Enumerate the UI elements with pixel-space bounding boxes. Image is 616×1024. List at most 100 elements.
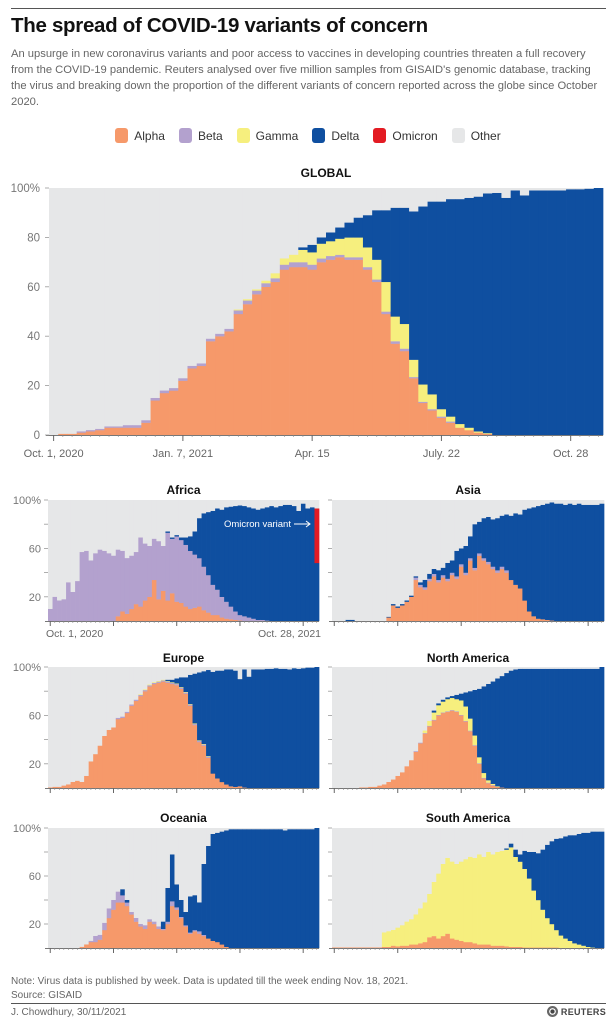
bar-delta: [395, 606, 401, 608]
bar-delta: [296, 510, 302, 622]
bar-other: [513, 828, 519, 850]
bar-other: [549, 500, 555, 503]
bar-other: [102, 500, 108, 551]
bar-other: [486, 828, 492, 852]
bar-gamma: [142, 689, 148, 691]
bar-alpha: [160, 590, 166, 622]
bar-delta: [594, 831, 600, 949]
bar-alpha: [141, 422, 151, 436]
bar-other: [477, 500, 482, 522]
bar-other: [350, 667, 356, 788]
bar-beta: [472, 567, 478, 571]
bar-other: [70, 500, 76, 592]
chart-title: North America: [427, 651, 510, 665]
bar-beta: [160, 680, 166, 682]
bar-other: [540, 500, 546, 505]
bar-delta: [427, 201, 438, 395]
bar-other: [431, 667, 437, 711]
bar-gamma: [472, 858, 478, 944]
bar-beta: [454, 711, 460, 712]
bar-alpha: [381, 313, 391, 436]
bar-other: [427, 188, 438, 202]
bar-delta: [264, 668, 270, 789]
bar-alpha: [252, 294, 262, 436]
bar-gamma: [188, 703, 193, 705]
bar-other: [124, 828, 130, 900]
bar-other: [88, 828, 94, 941]
bar-beta: [151, 538, 157, 581]
bar-alpha: [359, 947, 365, 949]
bar-delta: [282, 504, 288, 622]
bar-delta: [454, 550, 460, 577]
bar-other: [115, 667, 121, 718]
bar-alpha: [377, 785, 383, 789]
bar-other: [536, 828, 541, 854]
bar-alpha: [504, 946, 510, 949]
bar-alpha: [156, 682, 162, 789]
bar-beta: [70, 591, 76, 622]
bar-gamma: [427, 394, 438, 410]
bar-alpha: [522, 947, 528, 949]
bar-beta: [197, 740, 202, 743]
bar-alpha: [159, 393, 170, 436]
bar-gamma: [554, 930, 560, 948]
bar-alpha: [540, 947, 546, 949]
bar-other: [142, 500, 148, 544]
bar-delta: [390, 604, 396, 606]
bar-delta: [581, 832, 587, 946]
bar-other: [458, 667, 464, 694]
bar-alpha: [75, 780, 80, 789]
legend-item-gamma: Gamma: [236, 128, 298, 143]
reuters-logo-icon: [546, 1006, 558, 1017]
bar-beta: [169, 682, 175, 685]
bar-gamma: [449, 697, 455, 711]
bar-alpha: [67, 433, 78, 436]
bar-beta: [129, 704, 135, 706]
bar-other: [390, 188, 401, 208]
bar-alpha: [156, 599, 162, 622]
bar-alpha: [138, 606, 144, 622]
bar-delta: [386, 616, 392, 618]
bar-alpha: [133, 700, 139, 789]
bar-beta: [372, 279, 382, 283]
bar-alpha: [490, 945, 496, 949]
bar-delta: [298, 247, 308, 250]
bar-other: [307, 188, 318, 245]
bar-other: [196, 188, 207, 364]
bar-beta: [79, 552, 85, 622]
bar-beta: [390, 341, 401, 344]
bar-delta: [210, 834, 216, 941]
bar-other: [233, 667, 239, 671]
bar-delta: [353, 217, 364, 238]
bar-beta: [205, 338, 216, 342]
bar-other: [147, 828, 153, 920]
bar-alpha: [129, 705, 135, 789]
bar-delta: [454, 694, 460, 700]
bar-beta: [115, 717, 121, 720]
bar-other: [558, 500, 564, 504]
bar-beta: [188, 932, 193, 934]
bar-alpha: [481, 560, 487, 622]
bar-delta: [160, 921, 166, 929]
bar-alpha: [431, 936, 437, 949]
bar-gamma: [481, 772, 487, 778]
bar-other: [150, 188, 161, 398]
bar-gamma: [463, 706, 469, 722]
bar-other: [522, 500, 528, 510]
bar-other: [540, 667, 546, 669]
bar-other: [106, 828, 112, 909]
bar-gamma: [395, 927, 401, 947]
bar-other: [468, 667, 473, 692]
bar-alpha: [104, 427, 114, 436]
bar-delta: [576, 834, 582, 945]
bar-alpha: [228, 619, 234, 622]
bar-gamma: [463, 859, 469, 943]
bar-alpha: [458, 566, 464, 622]
bar-beta: [413, 751, 419, 752]
legend-item-other: Other: [451, 128, 501, 143]
bar-delta: [545, 668, 550, 789]
bar-other: [84, 828, 89, 945]
bar-other: [422, 828, 428, 903]
bar-beta: [233, 611, 239, 620]
y-tick-label: 0: [34, 430, 40, 442]
